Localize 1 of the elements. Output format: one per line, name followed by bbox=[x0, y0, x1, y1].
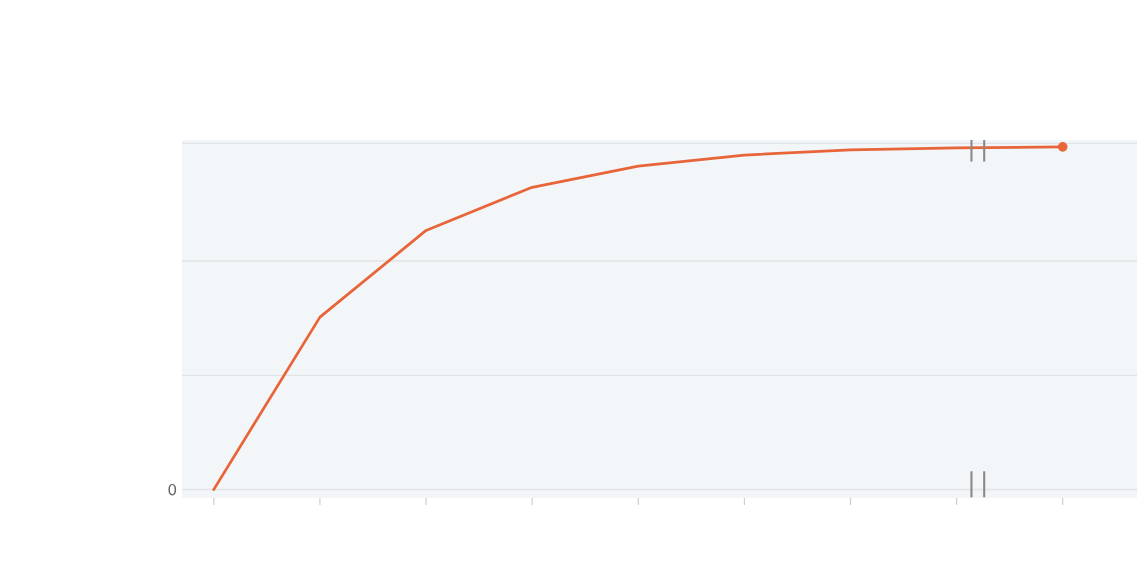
text: 0 bbox=[168, 483, 177, 496]
